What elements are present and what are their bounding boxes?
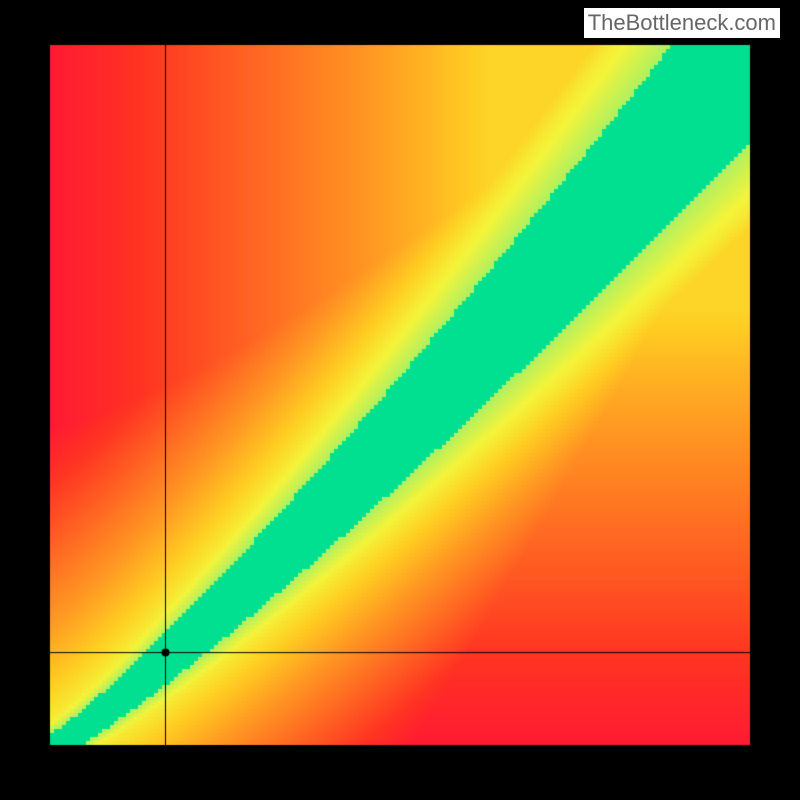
watermark-text: TheBottleneck.com (584, 8, 780, 38)
chart-container: TheBottleneck.com (0, 0, 800, 800)
bottleneck-heatmap (0, 0, 800, 800)
